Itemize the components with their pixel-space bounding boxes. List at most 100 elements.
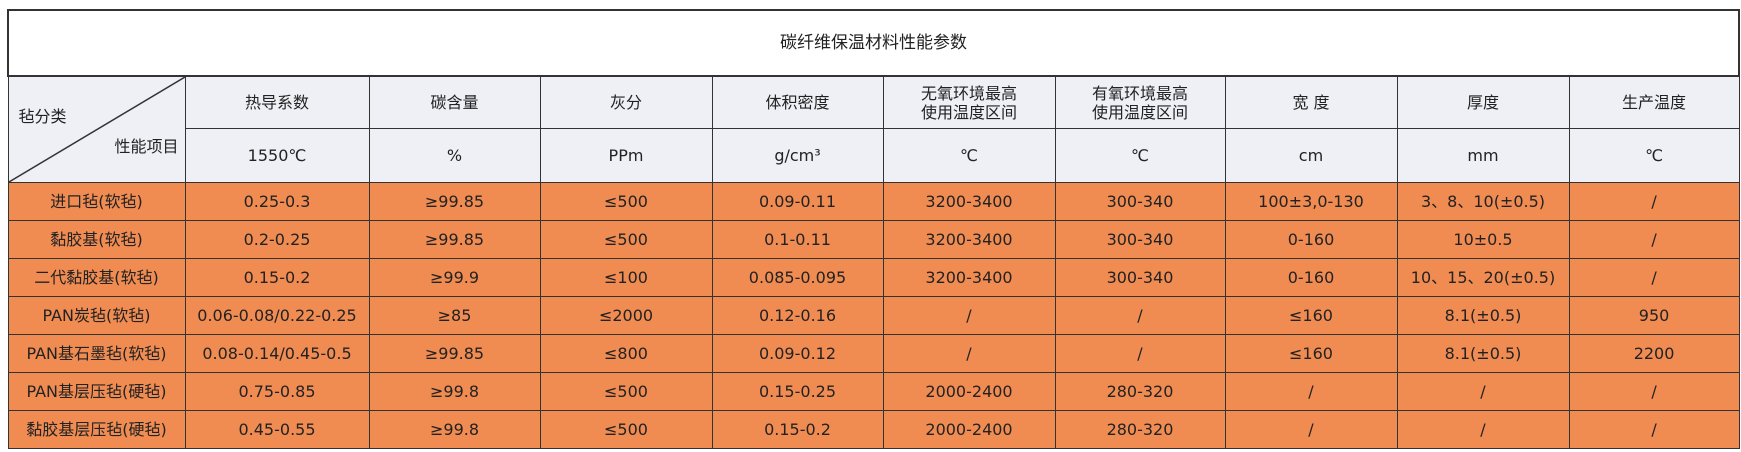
data-cell: ≥99.85 <box>368 220 541 259</box>
data-cell: ≤160 <box>1224 296 1398 335</box>
column-header-line: 体积密度 <box>765 93 830 112</box>
data-cell: ≤800 <box>539 334 713 373</box>
data-cell: / <box>1054 334 1226 373</box>
data-cell: 0.45-0.55 <box>184 410 370 449</box>
data-cell: / <box>1224 410 1398 449</box>
data-cell: ≤500 <box>539 220 713 259</box>
data-cell: ≥99.85 <box>368 182 541 221</box>
column-unit: g/cm³ <box>711 128 884 183</box>
data-row: 进口毡(软毡) 0.25-0.3 ≥99.85 ≤500 0.09-0.11 3200-3… <box>7 182 1740 221</box>
column-header-line: 使用温度区间 <box>920 102 1017 122</box>
data-cell: 0.2-0.25 <box>184 220 370 259</box>
row-label: 黏胶基层压毡(硬毡) <box>7 410 186 449</box>
column-header: 宽 度 <box>1224 75 1398 129</box>
column-unit: ℃ <box>1568 128 1740 183</box>
data-cell: / <box>1396 372 1570 411</box>
data-cell: / <box>1568 410 1740 449</box>
data-cell: / <box>1568 258 1740 297</box>
row-label: PAN炭毡(软毡) <box>7 296 186 335</box>
row-label: PAN基石墨毡(软毡) <box>7 334 186 373</box>
data-cell: 8.1(±0.5) <box>1396 334 1570 373</box>
data-cell: 0.1-0.11 <box>711 220 884 259</box>
data-cell: / <box>882 296 1056 335</box>
data-cell: 0.15-0.25 <box>711 372 884 411</box>
data-cell: ≥85 <box>368 296 541 335</box>
data-cell: 3200-3400 <box>882 258 1056 297</box>
data-cell: 0.15-0.2 <box>184 258 370 297</box>
data-cell: 0.75-0.85 <box>184 372 370 411</box>
column-header-line: 使用温度区间 <box>1091 102 1188 122</box>
corner-cell: 毡分类 性能项目 <box>7 75 186 183</box>
corner-diagonal <box>9 77 185 182</box>
corner-bottom-label: 性能项目 <box>114 137 179 156</box>
column-header-line: 厚度 <box>1466 93 1499 112</box>
column-header: 无氧环境最高 使用温度区间 <box>882 75 1056 129</box>
data-cell: ≥99.9 <box>368 258 541 297</box>
data-cell: 100±3,0-130 <box>1224 182 1398 221</box>
data-cell: 300-340 <box>1054 220 1226 259</box>
data-row: 二代黏胶基(软毡) 0.15-0.2 ≥99.9 ≤100 0.085-0.095 320… <box>7 258 1740 297</box>
data-cell: 0.25-0.3 <box>184 182 370 221</box>
column-header: 热导系数 <box>184 75 370 129</box>
data-cell: / <box>1568 182 1740 221</box>
column-header-line: 无氧环境最高 <box>920 83 1017 103</box>
data-cell: ≤500 <box>539 410 713 449</box>
column-header-line: 宽 度 <box>1292 93 1330 112</box>
data-cell: 3、8、10(±0.5) <box>1396 182 1570 221</box>
column-header: 厚度 <box>1396 75 1570 129</box>
data-cell: 3200-3400 <box>882 182 1056 221</box>
data-cell: 0.085-0.095 <box>711 258 884 297</box>
column-header-line: 热导系数 <box>244 93 309 112</box>
row-label: 二代黏胶基(软毡) <box>7 258 186 297</box>
data-cell: 8.1(±0.5) <box>1396 296 1570 335</box>
corner-top-label: 毡分类 <box>18 107 67 126</box>
column-header-line: 有氧环境最高 <box>1091 83 1188 103</box>
column-header: 有氧环境最高 使用温度区间 <box>1054 75 1226 129</box>
data-row: 黏胶基(软毡) 0.2-0.25 ≥99.85 ≤500 0.1-0.11 3200-34… <box>7 220 1740 259</box>
row-label: PAN基层压毡(硬毡) <box>7 372 186 411</box>
data-cell: ≥99.8 <box>368 410 541 449</box>
data-cell: 300-340 <box>1054 182 1226 221</box>
column-header: 碳含量 <box>368 75 541 129</box>
data-cell: 0.09-0.11 <box>711 182 884 221</box>
data-cell: 950 <box>1568 296 1740 335</box>
parameter-table: 碳纤维保温材料性能参数 毡分类 性能项目 热导系数 碳含量 灰分 体积密度 无氧环境最高… <box>6 9 1741 449</box>
row-label: 进口毡(软毡) <box>7 182 186 221</box>
data-cell: 2200 <box>1568 334 1740 373</box>
data-row: PAN炭毡(软毡) 0.06-0.08/0.22-0.25 ≥85 ≤2000 0.12… <box>7 296 1740 335</box>
header-row: 毡分类 性能项目 热导系数 碳含量 灰分 体积密度 无氧环境最高 使用温度区间 有氧环境最高… <box>7 75 1740 183</box>
column-unit: mm <box>1396 128 1570 183</box>
column-header: 灰分 <box>539 75 713 129</box>
data-cell: / <box>1224 372 1398 411</box>
data-cell: 280-320 <box>1054 372 1226 411</box>
column-header: 生产温度 <box>1568 75 1740 129</box>
column-header-line: 生产温度 <box>1622 93 1687 112</box>
data-cell: 0-160 <box>1224 258 1398 297</box>
data-cell: 0-160 <box>1224 220 1398 259</box>
column-header: 体积密度 <box>711 75 884 129</box>
data-cell: ≥99.85 <box>368 334 541 373</box>
data-row: PAN基石墨毡(软毡) 0.08-0.14/0.45-0.5 ≥99.85 ≤800 0… <box>7 334 1740 373</box>
data-cell: 0.15-0.2 <box>711 410 884 449</box>
data-cell: 280-320 <box>1054 410 1226 449</box>
column-unit: ℃ <box>1054 128 1226 183</box>
data-cell: 10、15、20(±0.5) <box>1396 258 1570 297</box>
data-cell: 3200-3400 <box>882 220 1056 259</box>
data-cell: 0.06-0.08/0.22-0.25 <box>184 296 370 335</box>
data-cell: 300-340 <box>1054 258 1226 297</box>
row-label: 黏胶基(软毡) <box>7 220 186 259</box>
data-row: 黏胶基层压毡(硬毡) 0.45-0.55 ≥99.8 ≤500 0.15-0.2 2000… <box>7 410 1740 449</box>
column-unit: cm <box>1224 128 1398 183</box>
data-row: PAN基层压毡(硬毡) 0.75-0.85 ≥99.8 ≤500 0.15-0.25 20… <box>7 372 1740 411</box>
column-header-line: 灰分 <box>609 93 642 112</box>
column-unit: PPm <box>539 128 713 183</box>
data-cell: 2000-2400 <box>882 410 1056 449</box>
data-cell: ≥99.8 <box>368 372 541 411</box>
column-unit: ℃ <box>882 128 1056 183</box>
title-row: 碳纤维保温材料性能参数 <box>6 9 1741 77</box>
data-cell: ≤500 <box>539 372 713 411</box>
data-cell: 0.12-0.16 <box>711 296 884 335</box>
data-cell: / <box>1054 296 1226 335</box>
table-body: 碳纤维保温材料性能参数 毡分类 性能项目 热导系数 碳含量 灰分 体积密度 无氧环境最高… <box>6 9 1741 449</box>
